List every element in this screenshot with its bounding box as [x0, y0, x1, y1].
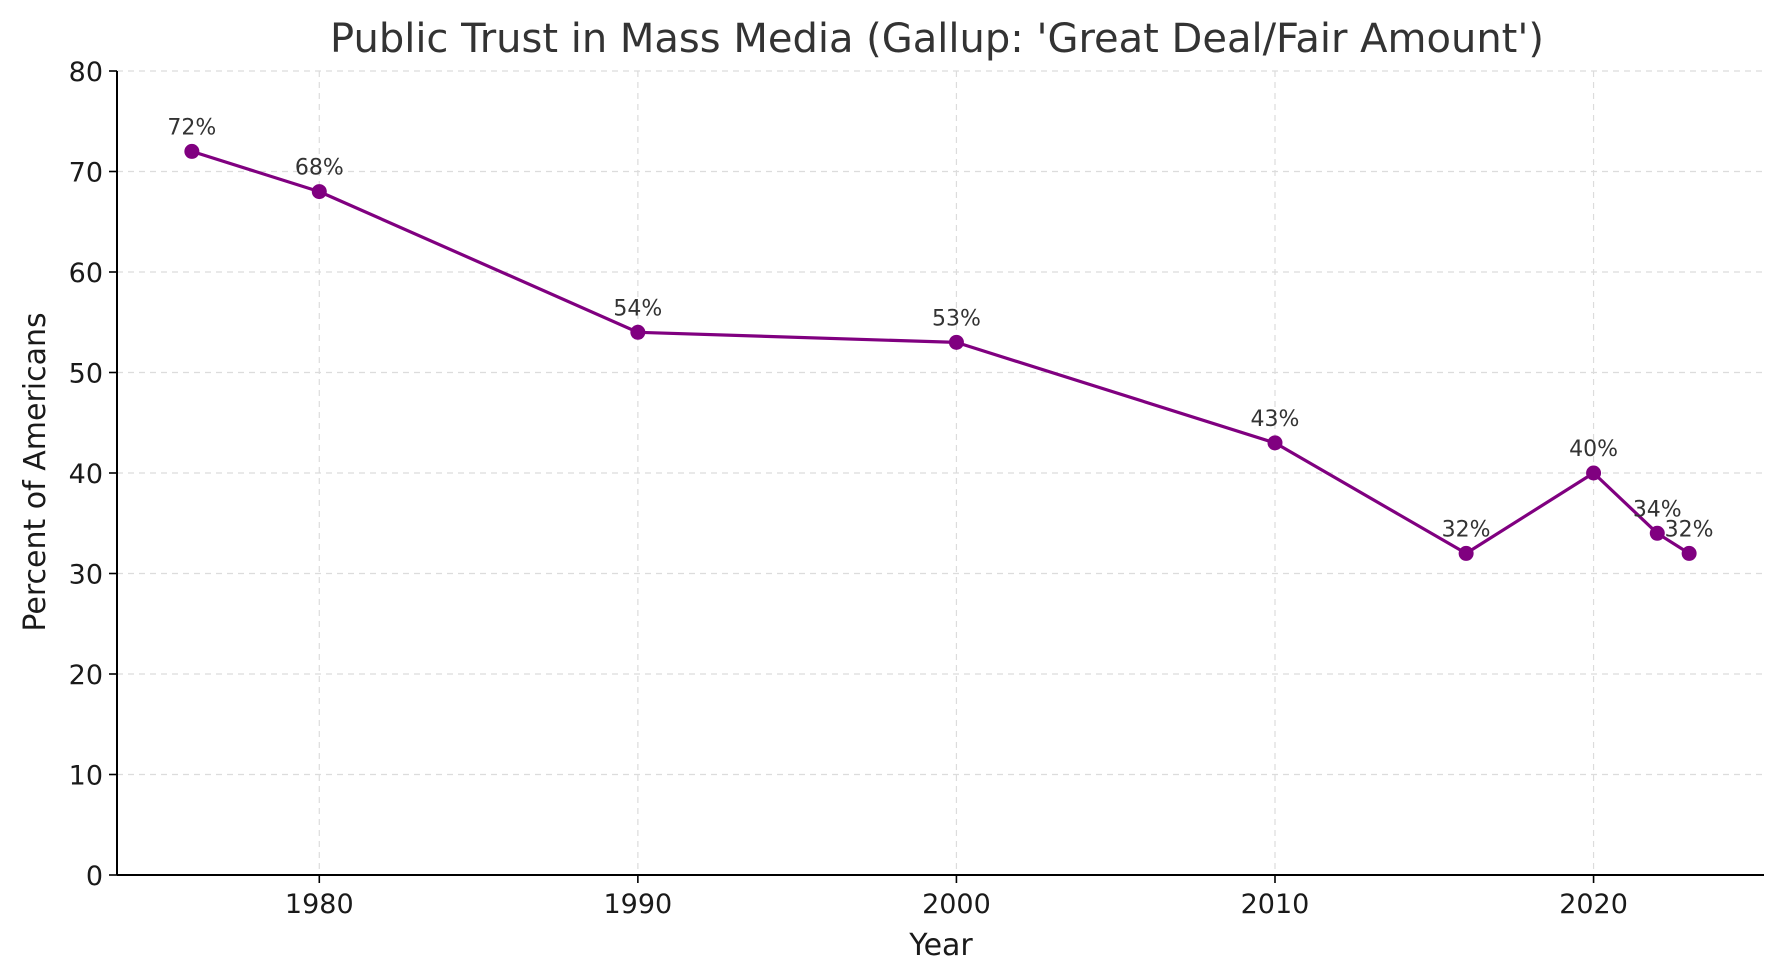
- data-point: [630, 324, 646, 340]
- chart-title: Public Trust in Mass Media (Gallup: 'Gre…: [330, 16, 1544, 62]
- data-label: 53%: [932, 306, 981, 331]
- data-label: 43%: [1251, 407, 1300, 432]
- data-point: [1681, 545, 1697, 561]
- data-point: [184, 143, 200, 159]
- data-label: 34%: [1633, 497, 1682, 522]
- series-layer: 72%68%54% 53%43%32%40%34%32%: [167, 115, 1714, 561]
- axes-layer: 0 10 20 30 40 50 60 70 80 1980 1990 2000 2010 2020: [69, 57, 1764, 920]
- data-point: [1267, 435, 1283, 451]
- y-tick-label: 30: [69, 560, 103, 591]
- data-label: 72%: [167, 115, 216, 140]
- data-label: 32%: [1442, 517, 1491, 542]
- grid-layer: [117, 70, 1764, 876]
- x-tick-label: 1980: [285, 889, 354, 920]
- x-tick-label: 2000: [922, 889, 991, 920]
- data-point: [1458, 545, 1474, 561]
- y-tick-label: 50: [69, 359, 103, 390]
- data-point: [948, 334, 964, 350]
- y-axis-label: Percent of Americans: [18, 312, 53, 631]
- data-label: 40%: [1569, 437, 1618, 462]
- y-tick-label: 40: [69, 459, 103, 490]
- x-tick-label: 1990: [604, 889, 673, 920]
- x-tick-label: 2020: [1559, 889, 1628, 920]
- data-point: [311, 184, 327, 200]
- y-tick-label: 20: [69, 660, 103, 691]
- y-tick-label: 60: [69, 258, 103, 289]
- x-axis-label: Year: [908, 928, 973, 963]
- data-point: [1649, 525, 1665, 541]
- y-tick-label: 0: [86, 861, 103, 892]
- series-line: [191, 149, 1690, 556]
- x-tick-label: 2010: [1241, 889, 1310, 920]
- y-tick-label: 70: [69, 158, 103, 189]
- data-label: 68%: [295, 156, 344, 181]
- data-point: [1586, 465, 1602, 481]
- data-label: 54%: [613, 296, 662, 321]
- y-tick-label: 10: [69, 761, 103, 792]
- data-label: 32%: [1665, 517, 1714, 542]
- y-tick-label: 80: [69, 57, 103, 88]
